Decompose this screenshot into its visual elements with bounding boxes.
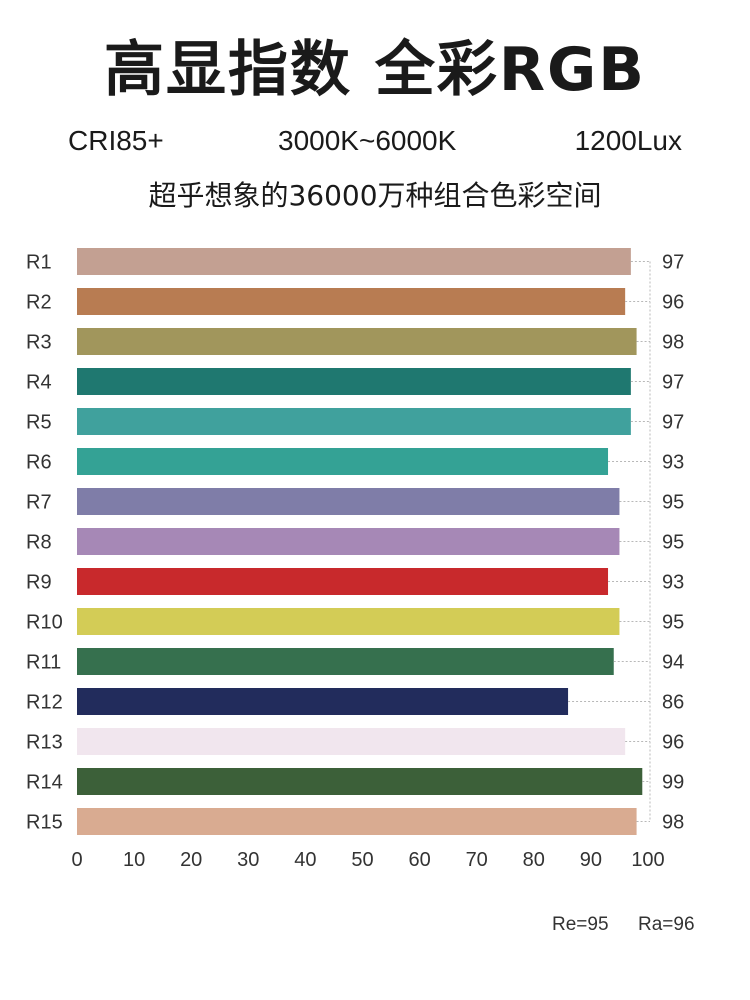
category-label: R4 <box>26 372 52 394</box>
spec-cri: CRI85+ <box>68 125 164 156</box>
re-value: Re=95 <box>552 914 609 935</box>
category-label: R2 <box>26 292 52 314</box>
x-tick-label: 30 <box>237 849 259 871</box>
value-label: 99 <box>662 772 684 794</box>
bar-r6 <box>77 448 609 475</box>
x-tick-label: 40 <box>294 849 316 871</box>
category-label: R5 <box>26 412 52 434</box>
value-label: 93 <box>662 452 684 474</box>
x-tick-label: 0 <box>71 849 82 871</box>
spec-color-temperature: 3000K~6000K <box>278 125 457 156</box>
bar-r5 <box>77 408 631 435</box>
bar-r8 <box>77 528 620 555</box>
bar-r14 <box>77 768 643 795</box>
x-tick-label: 10 <box>123 849 145 871</box>
category-label: R1 <box>26 252 52 274</box>
category-label: R10 <box>26 612 63 634</box>
category-label: R3 <box>26 332 52 354</box>
bar-r12 <box>77 688 569 715</box>
category-label: R6 <box>26 452 52 474</box>
spec-illuminance: 1200Lux <box>574 125 682 156</box>
value-label: 86 <box>662 692 684 714</box>
bar-r7 <box>77 488 620 515</box>
bar-r2 <box>77 288 626 315</box>
x-tick-label: 20 <box>180 849 202 871</box>
category-label: R13 <box>26 732 63 754</box>
value-label: 97 <box>662 372 684 394</box>
value-label: 96 <box>662 732 684 754</box>
category-label: R14 <box>26 772 63 794</box>
bar-r4 <box>77 368 631 395</box>
value-label: 95 <box>662 532 684 554</box>
category-label: R12 <box>26 692 63 714</box>
category-label: R15 <box>26 812 63 834</box>
x-tick-label: 90 <box>580 849 602 871</box>
x-tick-label: 60 <box>408 849 430 871</box>
value-label: 97 <box>662 412 684 434</box>
x-tick-label: 100 <box>631 849 664 871</box>
bar-r9 <box>77 568 609 595</box>
category-label: R7 <box>26 492 52 514</box>
bar-r11 <box>77 648 614 675</box>
bar-r1 <box>77 248 631 275</box>
category-label: R8 <box>26 532 52 554</box>
bar-r3 <box>77 328 637 355</box>
value-label: 97 <box>662 252 684 274</box>
chart-title: 高显指数 全彩RGB <box>103 35 647 105</box>
x-tick-label: 80 <box>523 849 545 871</box>
bar-r13 <box>77 728 626 755</box>
value-label: 95 <box>662 492 684 514</box>
bar-r10 <box>77 608 620 635</box>
category-label: R9 <box>26 572 52 594</box>
x-tick-label: 50 <box>351 849 373 871</box>
chart-subtitle: 超乎想象的36000万种组合色彩空间 <box>148 179 602 212</box>
bar-r15 <box>77 808 637 835</box>
value-label: 93 <box>662 572 684 594</box>
value-label: 96 <box>662 292 684 314</box>
value-label: 94 <box>662 652 684 674</box>
ra-value: Ra=96 <box>638 914 695 935</box>
value-label: 98 <box>662 332 684 354</box>
value-label: 98 <box>662 812 684 834</box>
category-label: R11 <box>26 652 61 674</box>
value-label: 95 <box>662 612 684 634</box>
x-tick-label: 70 <box>466 849 488 871</box>
